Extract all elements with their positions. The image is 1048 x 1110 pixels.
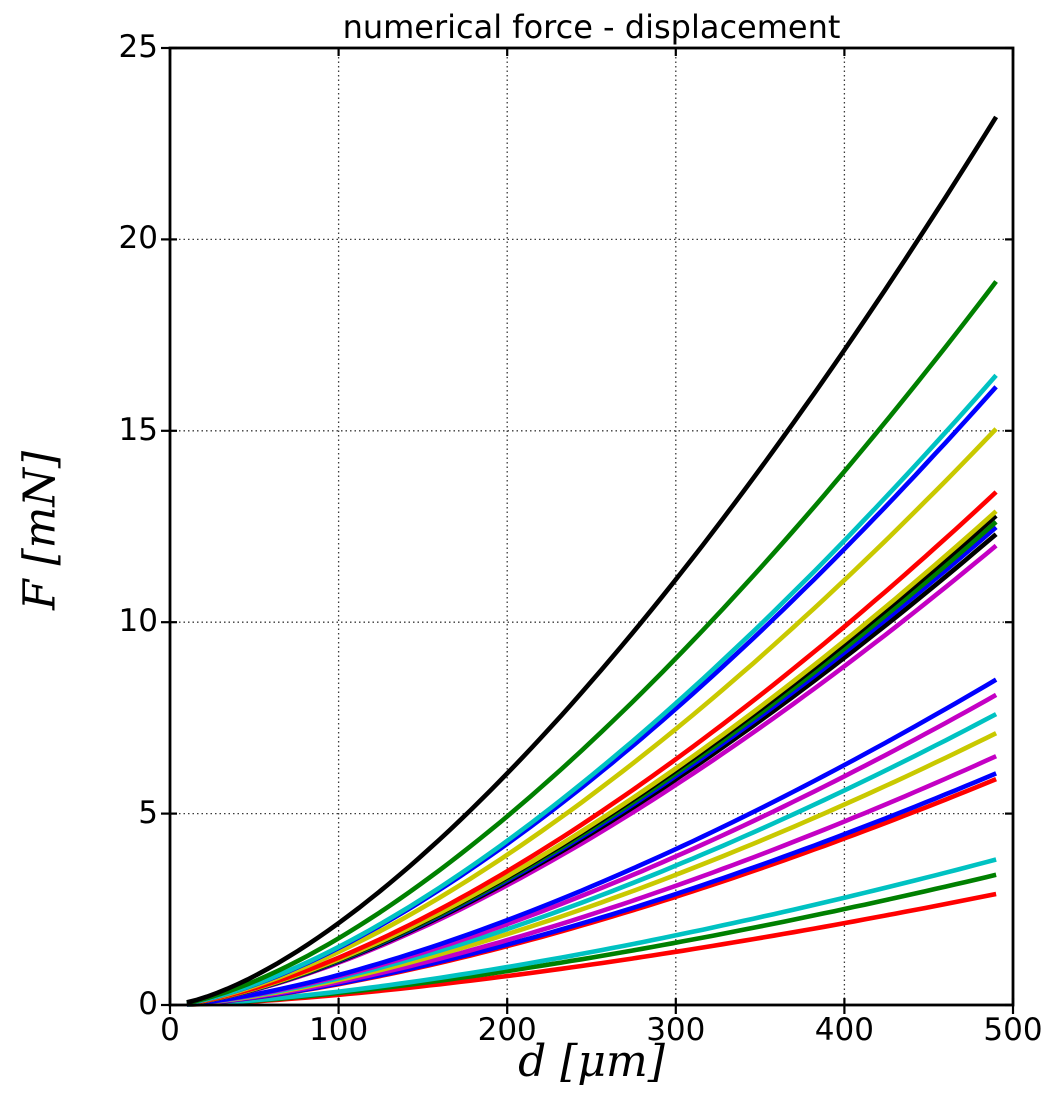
- series-line-cyan: [186, 373, 998, 1006]
- y-tick-label: 10: [118, 603, 158, 640]
- series-line-black: [186, 532, 998, 1006]
- series-line-cyan: [186, 857, 997, 1007]
- x-tick-label: 0: [160, 1012, 180, 1048]
- chart-title: numerical force - displacement: [342, 8, 841, 46]
- curve-layer: [186, 115, 999, 1007]
- axes-layer: [161, 46, 1015, 1014]
- x-tick-label: 100: [309, 1012, 369, 1048]
- series-line-yellow: [186, 509, 998, 1006]
- series-line-yellow: [186, 427, 998, 1006]
- x-tick-label: 500: [983, 1012, 1043, 1048]
- series-line-blue: [186, 385, 998, 1006]
- grid-layer: [170, 48, 1013, 1005]
- series-line-blue: [186, 677, 998, 1007]
- y-tick-label: 20: [118, 220, 158, 257]
- series-line-green: [186, 280, 998, 1006]
- series-line-red: [186, 490, 998, 1006]
- y-tick-label: 25: [118, 29, 158, 65]
- x-tick-label: 400: [814, 1012, 874, 1048]
- x-tick-label: 300: [646, 1012, 706, 1048]
- y-tick-label: 5: [138, 794, 158, 831]
- y-tick-label: 0: [138, 986, 158, 1022]
- x-tick-label: 200: [477, 1012, 537, 1048]
- y-tick-label: 15: [118, 411, 158, 448]
- plot-frame: [168, 46, 1015, 1007]
- series-line-black: [186, 115, 999, 1005]
- x-axis-label: d [μm]: [518, 1036, 665, 1087]
